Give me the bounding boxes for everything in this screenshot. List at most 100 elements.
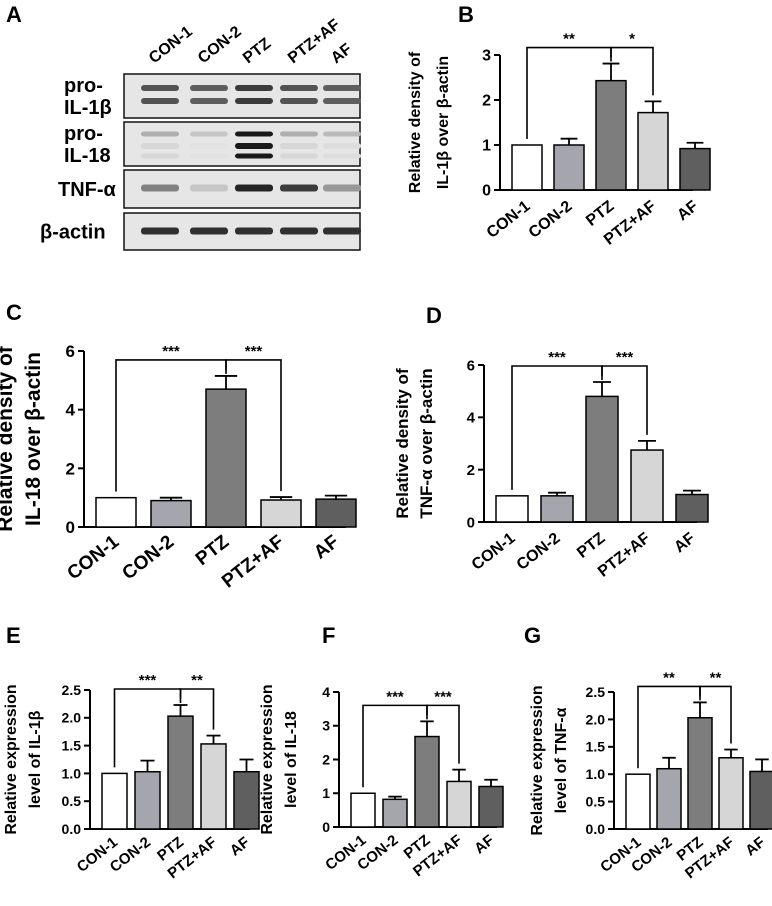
blot-band	[235, 227, 273, 235]
y-axis-label: level of IL-1β	[27, 710, 44, 808]
y-tick-label: 6	[467, 357, 475, 374]
panel-d-chart: D Relative density of TNF-α over β-actin 0 2…	[393, 303, 709, 581]
bar	[675, 493, 709, 523]
significance-label: **	[710, 669, 722, 686]
bar	[637, 111, 669, 191]
blot-band	[323, 85, 361, 91]
panel-letter-b: B	[458, 2, 474, 27]
significance-bracket	[699, 685, 732, 744]
significance-label: *	[629, 31, 635, 48]
bar	[478, 785, 504, 828]
blot-band	[235, 85, 273, 91]
panel-letter-d: D	[426, 303, 442, 328]
bar	[553, 144, 585, 191]
blot-band	[235, 98, 273, 104]
x-tick-label: AF	[227, 834, 253, 860]
bar	[350, 792, 376, 828]
y-axis-label: Relative density of	[393, 368, 412, 519]
blot-row: pro-IL-1β	[64, 73, 361, 119]
lane-label: CON-1	[146, 23, 196, 67]
blot-band	[141, 98, 179, 104]
significance-label: ***	[548, 349, 566, 366]
significance-label: ***	[162, 343, 180, 360]
significance-bracket	[610, 46, 654, 96]
x-tick-label: AF	[671, 530, 698, 557]
y-tick-label: 1	[482, 138, 491, 155]
blot-row-label: pro-	[64, 75, 103, 97]
significance-label: **	[563, 31, 575, 48]
significance-label: **	[191, 672, 203, 689]
y-tick-label: 0	[322, 819, 330, 835]
bar	[101, 772, 128, 830]
blot-band	[323, 143, 361, 149]
blot-band	[235, 184, 273, 192]
significance-label: ***	[616, 349, 634, 366]
blot-band	[280, 153, 318, 159]
significance-bracket	[179, 688, 215, 730]
significance-label: ***	[386, 688, 404, 705]
bar	[511, 144, 543, 191]
x-tick-label: PTZ	[192, 531, 234, 570]
blot-band	[141, 85, 179, 91]
panel-c-chart: C Relative density of IL-18 over β-actin 0 2…	[0, 300, 357, 592]
blot-band	[190, 85, 228, 91]
bar	[414, 735, 440, 828]
y-tick-label: 2	[66, 459, 75, 478]
y-tick-label: 3	[322, 718, 330, 734]
y-tick-label: 2	[482, 93, 491, 110]
significance-label: **	[663, 669, 675, 686]
y-tick-label: 2	[322, 751, 330, 767]
y-axis-label: level of TNF-α	[553, 707, 570, 813]
bar	[718, 757, 744, 830]
panel-b-chart: B Relative density of IL-1β over β-actin 0 1…	[407, 2, 711, 249]
x-tick-label: PTZ	[574, 530, 608, 562]
blot-band	[323, 184, 361, 192]
y-tick-label: 0	[467, 514, 475, 531]
bar	[540, 495, 574, 523]
blot-band	[323, 98, 361, 104]
blot-band	[190, 143, 228, 149]
x-tick-label: PTZ+AF	[218, 531, 288, 592]
panel-letter-a: A	[6, 2, 22, 27]
significance-label: ***	[139, 672, 157, 689]
bar	[205, 388, 247, 528]
blot-band	[235, 131, 273, 137]
x-tick-label: AF	[674, 198, 701, 225]
y-tick-label: 1.5	[62, 738, 82, 754]
blot-row-label: β-actin	[40, 222, 106, 244]
bar	[749, 770, 772, 830]
bar	[687, 717, 713, 830]
blot-band	[190, 227, 228, 235]
panel-letter-g: G	[524, 623, 541, 648]
blot-row-label: IL-1β	[64, 97, 112, 119]
y-tick-label: 0.0	[62, 821, 82, 837]
y-tick-label: 6	[66, 342, 75, 361]
blot-band	[190, 98, 228, 104]
lane-label: CON-2	[195, 23, 245, 67]
bar	[656, 767, 682, 830]
y-tick-label: 2.5	[586, 684, 606, 700]
bar	[200, 743, 227, 830]
panel-e-chart: E Relative expression level of IL-1β 0.0 0.5…	[3, 623, 260, 882]
blot-band	[190, 131, 228, 137]
bar	[95, 496, 137, 528]
y-tick-label: 0.0	[586, 821, 606, 837]
y-tick-label: 3	[482, 48, 491, 65]
y-axis-label: level of IL-18	[283, 711, 300, 808]
y-tick-label: 2.0	[62, 710, 82, 726]
y-tick-label: 0	[482, 183, 491, 200]
x-tick-label: CON-2	[514, 530, 564, 574]
x-tick-label: AF	[310, 531, 343, 563]
blot-row-label: IL-18	[64, 145, 111, 167]
blot-band	[141, 227, 179, 235]
blot-band	[280, 85, 318, 91]
bar	[625, 773, 651, 830]
y-tick-label: 0.5	[586, 794, 606, 810]
x-tick-label: PTZ	[583, 198, 617, 230]
y-tick-label: 4	[467, 410, 476, 427]
y-tick-label: 0.5	[62, 793, 82, 809]
y-axis-label: Relative expression	[529, 685, 546, 835]
blot-band	[141, 184, 179, 192]
